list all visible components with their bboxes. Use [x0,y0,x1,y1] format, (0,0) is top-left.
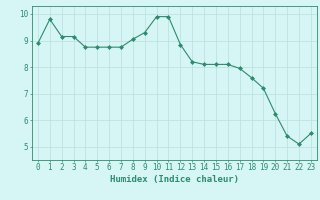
X-axis label: Humidex (Indice chaleur): Humidex (Indice chaleur) [110,175,239,184]
